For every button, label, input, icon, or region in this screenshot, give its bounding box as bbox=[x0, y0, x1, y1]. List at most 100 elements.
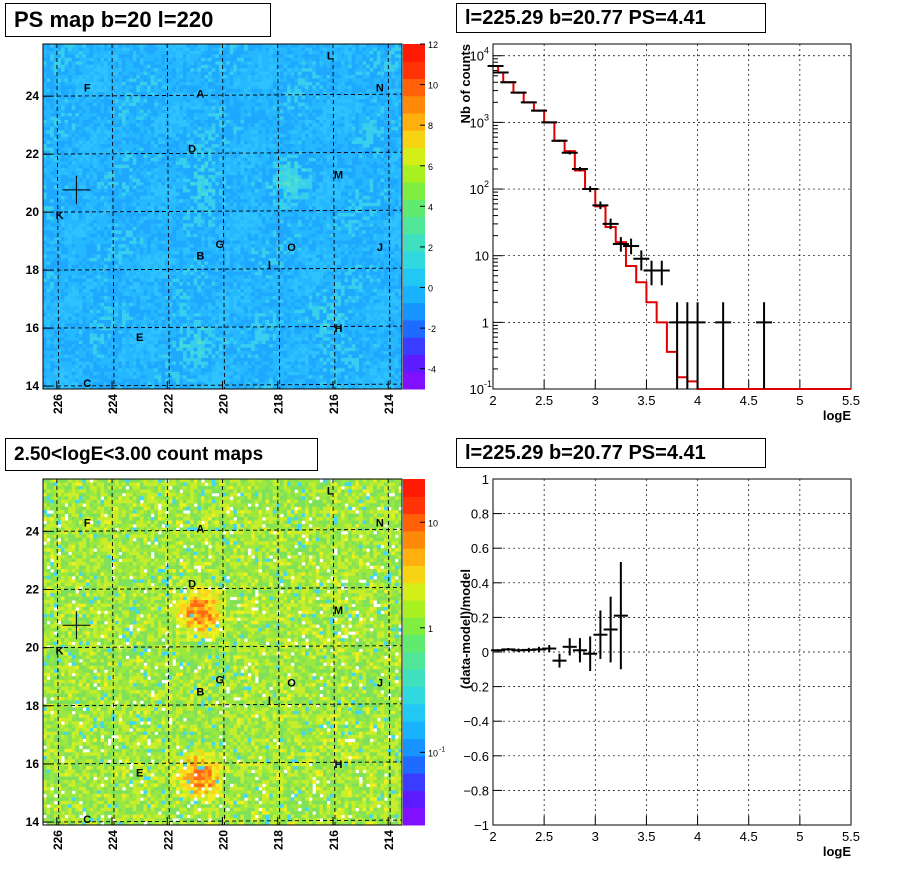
map-pixel bbox=[47, 103, 51, 107]
map-pixel bbox=[154, 96, 158, 100]
map-pixel bbox=[179, 230, 183, 234]
map-pixel bbox=[140, 175, 144, 179]
map-pixel bbox=[86, 116, 90, 120]
map-pixel bbox=[147, 358, 151, 362]
map-pixel bbox=[82, 172, 86, 176]
map-pixel bbox=[118, 289, 122, 293]
map-pixel bbox=[72, 365, 76, 369]
map-pixel bbox=[151, 372, 155, 376]
map-pixel bbox=[43, 189, 47, 193]
map-pixel bbox=[197, 130, 201, 134]
map-pixel bbox=[115, 89, 119, 93]
map-pixel bbox=[118, 137, 122, 141]
map-pixel bbox=[100, 79, 104, 83]
map-pixel bbox=[190, 196, 194, 200]
map-pixel bbox=[165, 344, 169, 348]
map-pixel bbox=[129, 234, 133, 238]
map-pixel bbox=[47, 296, 51, 300]
map-pixel bbox=[57, 54, 61, 58]
map-pixel bbox=[86, 99, 90, 103]
map-pixel bbox=[194, 310, 198, 314]
map-pixel bbox=[190, 172, 194, 176]
map-pixel bbox=[140, 110, 144, 114]
map-pixel bbox=[179, 272, 183, 276]
map-pixel bbox=[115, 292, 119, 296]
map-pixel bbox=[65, 134, 69, 138]
map-pixel bbox=[126, 303, 130, 307]
map-pixel bbox=[176, 44, 180, 48]
map-pixel bbox=[179, 199, 183, 203]
map-pixel bbox=[183, 330, 187, 334]
map-pixel bbox=[72, 168, 76, 172]
map-pixel bbox=[187, 182, 191, 186]
map-pixel bbox=[72, 279, 76, 283]
map-pixel bbox=[50, 89, 54, 93]
map-pixel bbox=[90, 361, 94, 365]
map-pixel bbox=[179, 251, 183, 255]
map-pixel bbox=[115, 372, 119, 376]
map-pixel bbox=[212, 144, 216, 148]
map-pixel bbox=[90, 148, 94, 152]
map-pixel bbox=[140, 144, 144, 148]
map-pixel bbox=[187, 327, 191, 331]
map-pixel bbox=[111, 110, 115, 114]
map-pixel bbox=[118, 223, 122, 227]
map-pixel bbox=[90, 258, 94, 262]
map-pixel bbox=[111, 127, 115, 131]
map-pixel bbox=[115, 206, 119, 210]
map-pixel bbox=[172, 154, 176, 158]
map-pixel bbox=[90, 175, 94, 179]
map-pixel bbox=[205, 234, 209, 238]
map-pixel bbox=[176, 68, 180, 72]
map-pixel bbox=[79, 148, 83, 152]
map-pixel bbox=[108, 306, 112, 310]
map-pixel bbox=[201, 334, 205, 338]
map-pixel bbox=[187, 110, 191, 114]
map-pixel bbox=[93, 203, 97, 207]
map-pixel bbox=[179, 341, 183, 345]
map-pixel bbox=[190, 51, 194, 55]
map-pixel bbox=[158, 223, 162, 227]
map-pixel bbox=[126, 241, 130, 245]
map-pixel bbox=[79, 158, 83, 162]
map-pixel bbox=[72, 275, 76, 279]
map-pixel bbox=[176, 261, 180, 265]
map-pixel bbox=[154, 258, 158, 262]
map-pixel bbox=[126, 79, 130, 83]
map-pixel bbox=[122, 113, 126, 117]
map-pixel bbox=[208, 196, 212, 200]
map-pixel bbox=[208, 296, 212, 300]
map-pixel bbox=[104, 141, 108, 145]
map-pixel bbox=[215, 168, 219, 172]
map-pixel bbox=[201, 141, 205, 145]
map-pixel bbox=[201, 351, 205, 355]
map-pixel bbox=[169, 154, 173, 158]
map-pixel bbox=[93, 248, 97, 252]
map-pixel bbox=[172, 361, 176, 365]
map-pixel bbox=[47, 189, 51, 193]
map-pixel bbox=[50, 358, 54, 362]
map-pixel bbox=[129, 89, 133, 93]
map-pixel bbox=[147, 141, 151, 145]
map-pixel bbox=[100, 123, 104, 127]
map-pixel bbox=[115, 85, 119, 89]
map-pixel bbox=[190, 130, 194, 134]
map-pixel bbox=[111, 113, 115, 117]
map-pixel bbox=[108, 379, 112, 383]
map-pixel bbox=[72, 199, 76, 203]
map-pixel bbox=[50, 382, 54, 386]
map-pixel bbox=[57, 123, 61, 127]
map-pixel bbox=[179, 161, 183, 165]
map-pixel bbox=[144, 82, 148, 86]
map-pixel bbox=[50, 134, 54, 138]
map-pixel bbox=[140, 213, 144, 217]
map-pixel bbox=[190, 85, 194, 89]
map-pixel bbox=[79, 65, 83, 69]
map-pixel bbox=[108, 317, 112, 321]
map-pixel bbox=[50, 289, 54, 293]
map-pixel bbox=[79, 361, 83, 365]
map-pixel bbox=[86, 148, 90, 152]
map-pixel bbox=[115, 320, 119, 324]
map-pixel bbox=[190, 355, 194, 359]
map-pixel bbox=[187, 258, 191, 262]
